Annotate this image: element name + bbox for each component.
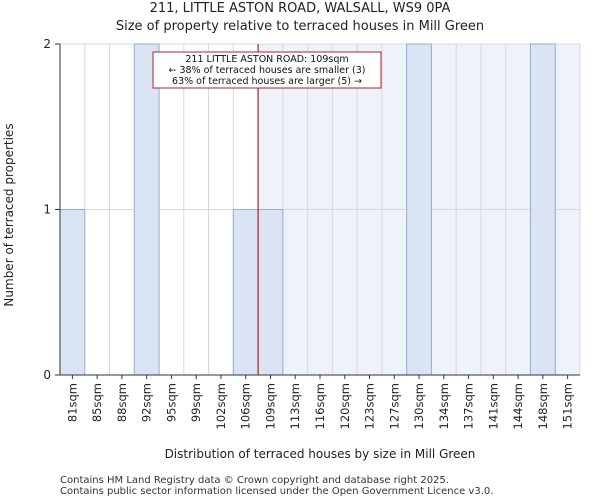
bar-106sqm — [232, 209, 259, 376]
bar-109sqm — [257, 209, 284, 376]
x-tick-label: 95sqm — [164, 383, 178, 422]
x-tick-label: 120sqm — [338, 383, 352, 429]
x-tick-label: 102sqm — [214, 383, 228, 429]
x-tick-label: 148sqm — [536, 383, 550, 429]
y-axis-label: Number of terraced properties — [2, 123, 16, 306]
chart-title: 211, LITTLE ASTON ROAD, WALSALL, WS9 0PA — [149, 1, 451, 16]
y-tick-label: 2 — [43, 37, 51, 51]
bar-148sqm — [529, 43, 556, 376]
bar-130sqm — [406, 43, 432, 376]
x-tick-label: 134sqm — [437, 383, 451, 429]
x-tick-label: 151sqm — [561, 383, 575, 429]
x-tick-label: 113sqm — [288, 383, 302, 429]
bar-81sqm — [59, 209, 86, 376]
x-tick-label: 141sqm — [486, 383, 500, 429]
y-tick-label: 0 — [43, 368, 51, 382]
x-tick-label: 92sqm — [140, 383, 154, 422]
x-tick-label: 116sqm — [313, 383, 327, 429]
annotation-line-1: 211 LITTLE ASTON ROAD: 109sqm — [185, 54, 348, 65]
x-tick-label: 109sqm — [263, 383, 277, 429]
x-tick-label: 123sqm — [363, 383, 377, 429]
x-tick-label: 88sqm — [115, 383, 129, 422]
x-tick-label: 144sqm — [511, 383, 525, 429]
footer-line-2: Contains public sector information licen… — [60, 486, 494, 497]
chart-subtitle: Size of property relative to terraced ho… — [115, 19, 485, 34]
annotation-line-3: 63% of terraced houses are larger (5) → — [172, 76, 362, 87]
annotation-line-2: ← 38% of terraced houses are smaller (3) — [169, 65, 366, 76]
x-tick-label: 81sqm — [65, 383, 79, 422]
x-axis-label: Distribution of terraced houses by size … — [165, 447, 476, 461]
x-tick-label: 137sqm — [462, 383, 476, 429]
footer-line-1: Contains HM Land Registry data © Crown c… — [60, 475, 449, 486]
x-tick-label: 130sqm — [412, 383, 426, 429]
y-tick-label: 1 — [43, 203, 51, 217]
property-annotation: 211 LITTLE ASTON ROAD: 109sqm ← 38% of t… — [152, 51, 382, 89]
bar-92sqm — [133, 43, 160, 376]
x-tick-label: 85sqm — [90, 383, 104, 422]
x-tick-label: 106sqm — [239, 383, 253, 429]
x-tick-label: 127sqm — [387, 383, 401, 429]
x-tick-label: 99sqm — [189, 383, 203, 422]
